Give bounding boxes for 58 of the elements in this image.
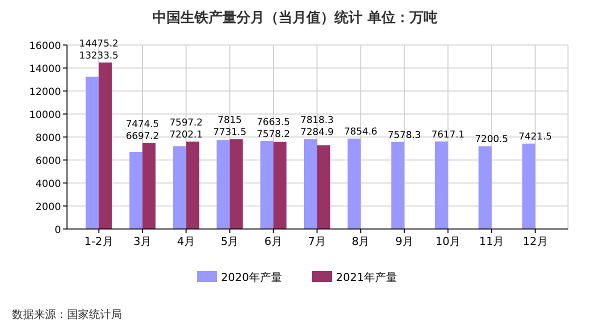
data-label: 7474.5 bbox=[126, 119, 160, 130]
data-label: 7617.1 bbox=[431, 129, 465, 140]
y-tick-label: 2000 bbox=[36, 202, 61, 213]
bar bbox=[391, 142, 404, 229]
data-label: 13233.5 bbox=[79, 50, 118, 62]
x-tick-label: 3月 bbox=[133, 235, 152, 248]
data-label: 7578.2 bbox=[256, 128, 290, 140]
y-tick-label: 10000 bbox=[29, 110, 61, 121]
x-tick-label: 6月 bbox=[264, 235, 282, 248]
y-tick-label: 12000 bbox=[29, 87, 61, 98]
x-tick-label: 12月 bbox=[522, 235, 548, 248]
x-tick-label: 11月 bbox=[479, 235, 504, 248]
y-tick-label: 4000 bbox=[36, 179, 61, 190]
bar bbox=[173, 146, 186, 229]
x-tick-label: 9月 bbox=[395, 235, 414, 248]
data-label: 14475.2 bbox=[79, 38, 118, 50]
source-note: 数据来源：国家统计局 bbox=[12, 308, 122, 321]
data-label: 7578.3 bbox=[388, 130, 421, 141]
x-tick-label: 8月 bbox=[352, 235, 370, 248]
x-tick-label: 4月 bbox=[177, 235, 196, 248]
data-label: 7202.1 bbox=[169, 130, 203, 141]
bar bbox=[86, 76, 99, 229]
bar bbox=[186, 142, 200, 229]
bar bbox=[348, 138, 361, 229]
bar bbox=[304, 139, 318, 229]
bar bbox=[142, 143, 156, 229]
bar bbox=[434, 141, 448, 229]
data-label: 7663.5 bbox=[256, 116, 290, 128]
x-tick-label: 7月 bbox=[308, 235, 326, 248]
y-tick-label: 8000 bbox=[36, 133, 61, 144]
y-tick-label: 16000 bbox=[29, 41, 61, 52]
legend-label: 2020年产量 bbox=[221, 271, 282, 284]
bar bbox=[98, 62, 112, 229]
data-label: 7597.2 bbox=[169, 118, 203, 129]
bar bbox=[317, 145, 330, 229]
bar bbox=[216, 140, 230, 229]
x-tick-label: 5月 bbox=[220, 235, 239, 248]
data-label: 7854.6 bbox=[344, 126, 378, 138]
bar bbox=[260, 140, 274, 229]
y-tick-label: 14000 bbox=[29, 64, 61, 75]
data-label: 6697.2 bbox=[126, 131, 160, 142]
legend-label: 2021年产量 bbox=[336, 271, 397, 284]
data-label: 7421.5 bbox=[518, 132, 552, 143]
chart-title: 中国生铁产量分月（当月值）统计 单位：万吨 bbox=[152, 9, 438, 26]
x-tick-label: 10月 bbox=[435, 235, 460, 248]
data-label: 7818.3 bbox=[300, 115, 334, 126]
bar bbox=[273, 142, 286, 229]
data-label: 7731.5 bbox=[213, 127, 246, 138]
y-tick-label: 6000 bbox=[36, 156, 61, 167]
y-tick-label: 0 bbox=[54, 225, 61, 236]
bar bbox=[522, 144, 536, 229]
data-label: 7200.5 bbox=[474, 134, 508, 146]
x-tick-label: 1-2月 bbox=[84, 235, 114, 248]
data-label: 7284.9 bbox=[300, 127, 334, 138]
bar bbox=[478, 146, 492, 229]
data-label: 7815 bbox=[218, 115, 242, 126]
bar bbox=[230, 139, 243, 229]
bar bbox=[129, 152, 142, 229]
